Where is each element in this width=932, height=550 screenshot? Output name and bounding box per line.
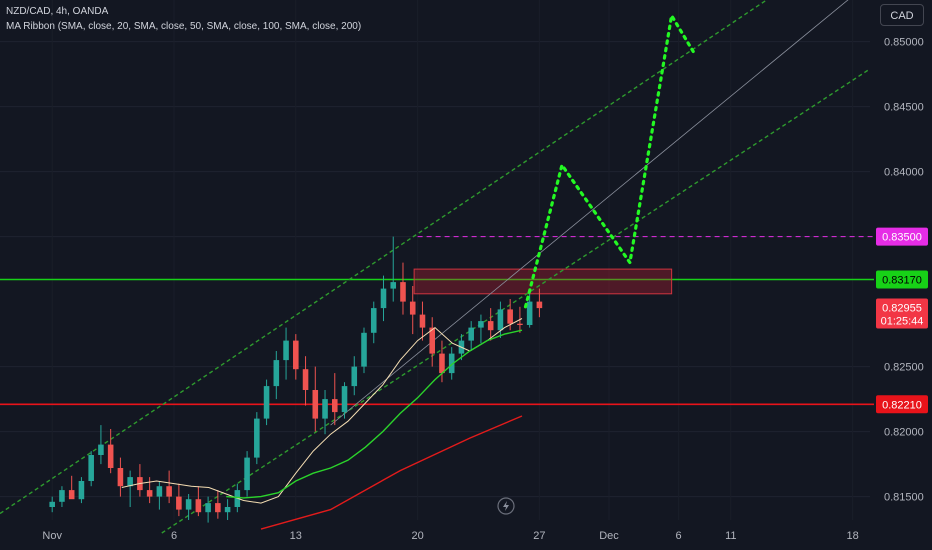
candle-body <box>361 332 367 367</box>
x-tick-label: 18 <box>846 530 858 542</box>
y-tick-label: 0.84000 <box>884 167 924 179</box>
candle-body <box>156 486 163 497</box>
candle-body <box>478 321 484 328</box>
price-levels <box>0 236 874 406</box>
last-price-tag-bg <box>876 298 928 329</box>
x-tick-label: 6 <box>171 530 177 542</box>
y-tick-label: 0.85000 <box>884 37 924 49</box>
supply-zone <box>413 268 673 295</box>
projection-line <box>523 11 696 309</box>
last-price-tag-countdown: 01:25:44 <box>881 315 924 327</box>
candle-body <box>448 353 455 374</box>
support-tag-bg <box>876 395 928 414</box>
candle-body <box>302 369 309 390</box>
candle-body <box>468 327 474 341</box>
candle-body <box>409 301 416 315</box>
candle-body <box>254 418 260 458</box>
ma-line-sma100 <box>260 415 523 530</box>
candle-body <box>526 301 533 325</box>
x-tick-label: Dec <box>599 530 619 542</box>
symbol-title[interactable]: NZD/CAD, 4h, OANDA <box>6 6 109 17</box>
y-tick-label: 0.82500 <box>884 362 924 374</box>
candle-body <box>312 390 319 419</box>
y-tick-label: 0.81500 <box>884 492 924 504</box>
candle-body <box>49 501 55 507</box>
axes: 0.85000 0.84500 0.84000 0.82500 0.82000 0.815… <box>42 37 923 542</box>
candle-body <box>146 490 153 497</box>
candle-body <box>380 288 387 309</box>
projection-path <box>523 11 696 309</box>
candle-body <box>331 399 338 413</box>
target-tag-label: 0.83500 <box>882 232 922 244</box>
candle-body <box>536 301 543 309</box>
bolt-icon[interactable] <box>497 497 515 515</box>
channel-middle <box>330 0 849 426</box>
y-tick-label: 0.84500 <box>884 102 924 114</box>
candle-body <box>205 503 211 513</box>
x-tick-label: 20 <box>411 530 423 542</box>
candle-body <box>341 386 348 413</box>
target-tag-bg <box>876 227 928 246</box>
candle-body <box>439 353 445 374</box>
channel-lower <box>161 68 871 534</box>
candle-body <box>293 340 299 370</box>
support-tag-label: 0.82210 <box>882 399 922 411</box>
candle-body <box>322 399 328 419</box>
candle-body <box>166 486 172 497</box>
zone-rect <box>413 268 673 295</box>
x-tick-label: 27 <box>533 530 545 542</box>
grid <box>0 41 870 498</box>
x-tick-label: Nov <box>42 530 62 542</box>
channel-upper <box>0 0 768 515</box>
candle-body <box>78 481 85 500</box>
candle-body <box>283 340 289 361</box>
ma-line-sma20 <box>121 318 523 504</box>
indicator-legend[interactable]: MA Ribbon (SMA, close, 20, SMA, close, 5… <box>6 21 362 32</box>
candle-body <box>127 477 133 487</box>
candle-body <box>351 366 358 387</box>
candle-body <box>429 327 435 354</box>
candle-body <box>224 507 231 513</box>
currency-button[interactable]: CAD <box>880 4 924 26</box>
candle-body <box>98 444 104 455</box>
candle-body <box>88 455 94 481</box>
candle-body <box>487 321 494 331</box>
candle-body <box>176 496 182 510</box>
x-tick-label: 13 <box>290 530 302 542</box>
candle-body <box>419 314 426 328</box>
trend-channel <box>0 0 871 534</box>
candle-body <box>263 386 270 419</box>
candle-body <box>244 457 250 491</box>
candle-body <box>507 309 513 324</box>
resistance-tag-bg <box>876 270 928 289</box>
bolt-icon-ring <box>497 497 515 515</box>
x-tick-label: 11 <box>725 530 736 542</box>
candle-body <box>390 282 397 289</box>
x-tick-label: 6 <box>676 530 682 542</box>
candle-body <box>117 468 124 487</box>
ma-ribbon <box>121 318 523 530</box>
candle-body <box>107 444 114 468</box>
candle-body <box>517 323 523 325</box>
last-price-tag-label: 0.82955 <box>882 302 922 314</box>
candle-body <box>185 499 192 510</box>
candle-body <box>273 360 280 387</box>
candle-body <box>400 282 406 302</box>
candle-body <box>68 490 75 500</box>
y-tick-label: 0.82000 <box>884 427 924 439</box>
resistance-tag-label: 0.83170 <box>882 275 922 287</box>
ma-line-sma50 <box>226 329 523 499</box>
candle-body <box>215 503 221 513</box>
candle-body <box>59 490 65 502</box>
candle-body <box>497 309 504 331</box>
bolt-icon-glyph <box>503 501 509 511</box>
candle-body <box>195 499 202 513</box>
candle-body <box>370 308 377 333</box>
candles <box>49 236 543 523</box>
